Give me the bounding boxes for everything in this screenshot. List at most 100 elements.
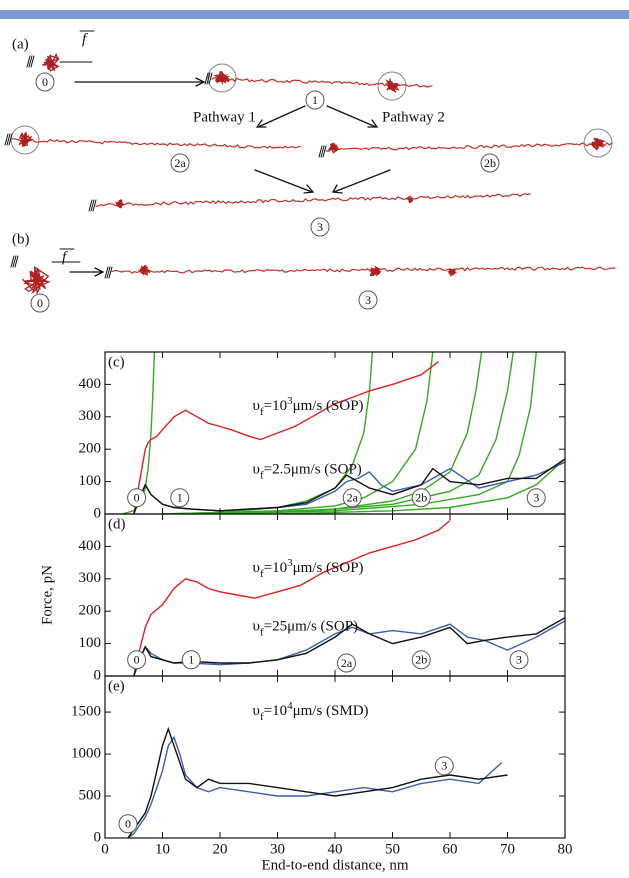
y-tick-label: 100 <box>79 635 102 651</box>
pathway-label: Pathway 2 <box>382 109 445 125</box>
state-label: 3 <box>441 759 447 773</box>
annotation-part: 4 <box>287 700 293 712</box>
state-label: 1 <box>177 491 183 505</box>
annotation-part: =2.5μm/s (SOP) <box>264 462 362 478</box>
blob <box>589 137 607 151</box>
annotation-part: 3 <box>287 395 293 407</box>
y-tick-label: 300 <box>79 408 102 424</box>
state-label: 1 <box>188 653 194 667</box>
state-circle <box>411 650 431 670</box>
blob <box>138 264 151 276</box>
series-line <box>162 352 483 514</box>
state-circle <box>480 153 500 173</box>
force-label: f <box>82 31 88 47</box>
series-line <box>133 620 565 676</box>
y-tick-label: 500 <box>79 787 102 803</box>
x-tick-label: 70 <box>500 841 515 857</box>
panel-label: (d) <box>108 516 126 532</box>
wall <box>92 199 97 212</box>
state-label: 2a <box>174 156 186 170</box>
wall <box>318 145 323 158</box>
blob <box>406 196 414 204</box>
series-line <box>127 735 503 838</box>
y-tick-label: 1500 <box>71 704 101 720</box>
series-line <box>133 361 439 514</box>
state-circle <box>170 488 190 508</box>
wall <box>30 55 35 68</box>
wall <box>106 266 111 279</box>
wall <box>322 145 327 158</box>
series-line <box>277 458 565 514</box>
state-circle <box>35 72 55 92</box>
state-label: 3 <box>365 293 371 307</box>
plot-frame <box>104 675 566 839</box>
state-label: 2a <box>347 491 359 505</box>
state-label: 1 <box>312 93 318 107</box>
panel-label: (c) <box>108 354 125 370</box>
state-label: 3 <box>317 220 323 234</box>
series-line <box>133 519 451 676</box>
annotation: υf=103μm/s (SOP) <box>253 395 364 418</box>
y-axis-label: Force, pN <box>39 565 55 625</box>
blob <box>385 78 401 93</box>
y-tick-label: 0 <box>94 667 102 683</box>
state-circle <box>342 488 362 508</box>
state-label: 0 <box>42 75 48 89</box>
blob <box>18 132 33 147</box>
state-label: 0 <box>134 653 140 667</box>
state-circle <box>509 650 529 670</box>
annotation-part: f <box>260 568 264 580</box>
annotation-part: f <box>260 469 264 481</box>
x-tick-label: 20 <box>213 841 228 857</box>
y-tick-label: 100 <box>79 473 102 489</box>
state-circle <box>170 153 190 173</box>
y-tick-label: 1000 <box>71 745 101 761</box>
annotation: υf=103μm/s (SOP) <box>253 557 364 580</box>
wall <box>88 199 93 212</box>
state-label: 2b <box>415 491 427 505</box>
wall <box>206 72 211 85</box>
blob <box>327 142 341 154</box>
pathway-label: Pathway 1 <box>193 109 256 125</box>
series-line <box>162 352 434 514</box>
chain <box>211 77 433 88</box>
blob <box>115 198 125 209</box>
top-bar <box>0 10 629 19</box>
state-circle <box>411 488 431 508</box>
y-tick-label: 0 <box>94 505 102 521</box>
state-circle <box>305 90 325 110</box>
wall <box>6 133 11 146</box>
wall <box>208 72 213 85</box>
state-label: 2b <box>484 156 496 170</box>
state-circle <box>127 650 147 670</box>
panel-label: (e) <box>108 678 125 694</box>
plot-frame <box>104 351 566 515</box>
blob <box>41 52 60 72</box>
series-line <box>127 726 508 838</box>
state-circle <box>127 488 147 508</box>
annotation-part: υ <box>253 619 260 635</box>
annotation-part: μm/s (SOP) <box>293 399 364 415</box>
annotation-part: f <box>260 406 264 418</box>
annotation-part: =25μm/s (SOP) <box>264 619 358 635</box>
annotation-part: μm/s (SMD) <box>293 704 369 720</box>
wall <box>90 199 95 212</box>
chain <box>11 138 301 149</box>
series-line <box>133 458 565 514</box>
annotation-part: f <box>260 626 264 638</box>
state-circle <box>337 653 356 673</box>
annotation-part: υ <box>253 561 260 577</box>
state-label: 2a <box>341 656 353 670</box>
highlight-circles <box>10 63 613 158</box>
state-label: 3 <box>533 491 539 505</box>
x-tick-label: 60 <box>443 841 458 857</box>
y-tick-label: 300 <box>79 570 102 586</box>
series-line <box>162 352 374 514</box>
chain <box>95 193 531 207</box>
state-circle <box>310 217 330 237</box>
state-circle <box>181 650 201 670</box>
annotation: υf=25μm/s (SOP) <box>253 619 359 638</box>
series-line <box>219 352 514 514</box>
panel-label: (a) <box>12 36 29 52</box>
